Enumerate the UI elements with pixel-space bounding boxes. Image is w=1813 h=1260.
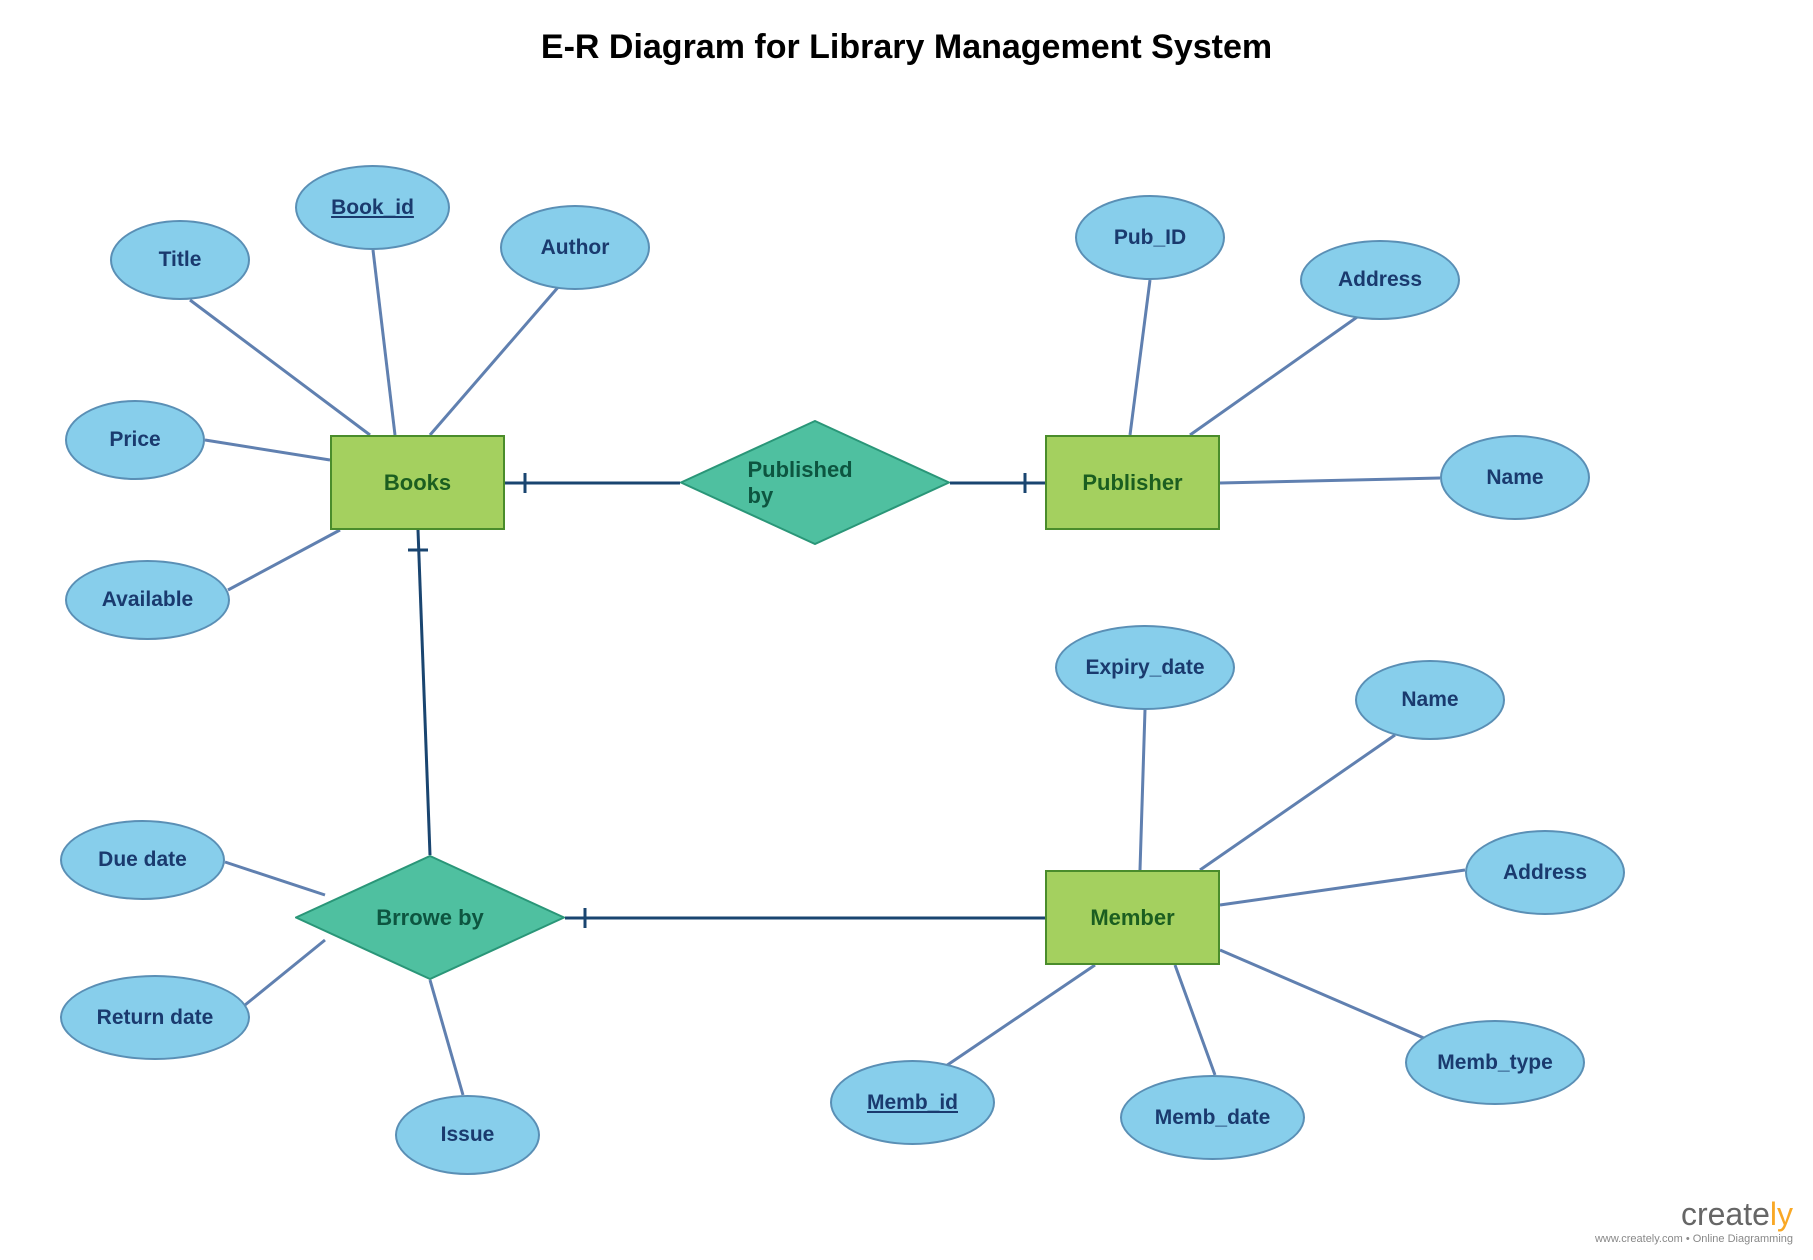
connector-books-book-id — [373, 250, 395, 435]
attribute-author: Author — [500, 205, 650, 290]
connector-member-mem-name — [1200, 735, 1395, 870]
connector-publisher-pub-id — [1130, 280, 1150, 435]
attribute-label-memb-date: Memb_date — [1155, 1106, 1271, 1130]
watermark-brand: creately — [1595, 1196, 1793, 1233]
relationship-published-by: Published by — [680, 420, 950, 545]
connector-publisher-pub-name — [1220, 478, 1440, 483]
attribute-pub-address: Address — [1300, 240, 1460, 320]
connector-borrow-by-issue — [430, 980, 463, 1095]
relationship-label-published-by: Published by — [748, 457, 883, 509]
attribute-expiry-date: Expiry_date — [1055, 625, 1235, 710]
attribute-label-available: Available — [102, 588, 193, 612]
attribute-available: Available — [65, 560, 230, 640]
attribute-label-expiry-date: Expiry_date — [1085, 656, 1204, 680]
attribute-label-mem-name: Name — [1401, 688, 1458, 712]
attribute-memb-date: Memb_date — [1120, 1075, 1305, 1160]
attribute-title: Title — [110, 220, 250, 300]
connector-books-available — [228, 530, 340, 590]
entity-books: Books — [330, 435, 505, 530]
relationship-borrow-by: Brrowe by — [295, 855, 565, 980]
entity-publisher: Publisher — [1045, 435, 1220, 530]
main-connector-books-published-by — [505, 473, 680, 493]
attribute-label-book-id: Book_id — [331, 196, 414, 220]
attribute-label-return-date: Return date — [97, 1006, 214, 1030]
connector-member-memb-date — [1175, 965, 1215, 1075]
attribute-return-date: Return date — [60, 975, 250, 1060]
connector-publisher-pub-address — [1190, 315, 1360, 435]
connector-books-title — [190, 300, 370, 435]
diagram-title: E-R Diagram for Library Management Syste… — [541, 28, 1272, 67]
attribute-label-author: Author — [541, 236, 610, 260]
attribute-memb-type: Memb_type — [1405, 1020, 1585, 1105]
attribute-due-date: Due date — [60, 820, 225, 900]
attribute-book-id: Book_id — [295, 165, 450, 250]
attribute-pub-id: Pub_ID — [1075, 195, 1225, 280]
attribute-label-pub-address: Address — [1338, 268, 1422, 292]
main-connector-borrow-by-member — [565, 908, 1045, 928]
attribute-label-issue: Issue — [441, 1123, 495, 1147]
relationship-label-borrow-by: Brrowe by — [376, 905, 484, 931]
attribute-label-price: Price — [109, 428, 160, 452]
attribute-label-mem-address: Address — [1503, 861, 1587, 885]
connector-books-author — [430, 285, 560, 435]
main-connector-books-borrow-by — [408, 530, 430, 855]
attribute-label-title: Title — [159, 248, 202, 272]
watermark-prefix: create — [1681, 1196, 1770, 1232]
watermark-suffix: ly — [1770, 1196, 1793, 1232]
connector-member-expiry-date — [1140, 710, 1145, 870]
attribute-label-pub-name: Name — [1486, 466, 1543, 490]
attribute-issue: Issue — [395, 1095, 540, 1175]
attribute-mem-name: Name — [1355, 660, 1505, 740]
main-connector-published-by-publisher — [950, 473, 1045, 493]
attribute-price: Price — [65, 400, 205, 480]
attribute-pub-name: Name — [1440, 435, 1590, 520]
attribute-label-pub-id: Pub_ID — [1114, 226, 1186, 250]
connector-books-price — [205, 440, 330, 460]
attribute-label-due-date: Due date — [98, 848, 187, 872]
attribute-label-memb-id: Memb_id — [867, 1091, 958, 1115]
connector-member-memb-id — [940, 965, 1095, 1070]
attribute-label-memb-type: Memb_type — [1437, 1051, 1553, 1075]
attribute-memb-id: Memb_id — [830, 1060, 995, 1145]
watermark: creately www.creately.com • Online Diagr… — [1595, 1196, 1793, 1245]
entity-member: Member — [1045, 870, 1220, 965]
attribute-mem-address: Address — [1465, 830, 1625, 915]
watermark-tagline: www.creately.com • Online Diagramming — [1595, 1233, 1793, 1245]
connector-member-memb-type — [1220, 950, 1440, 1045]
connector-member-mem-address — [1220, 870, 1465, 905]
